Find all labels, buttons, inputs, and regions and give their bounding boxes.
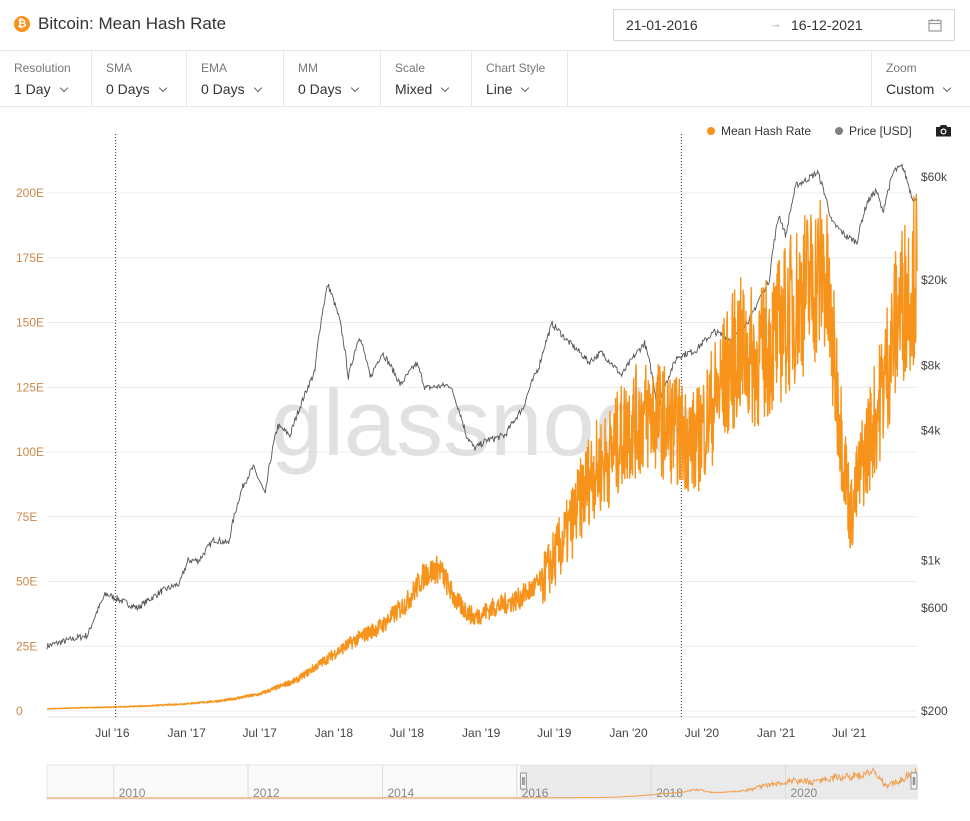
y-right-tick-label: $600 — [921, 601, 948, 615]
navigator-tick-label: 2010 — [119, 786, 146, 800]
navigator-series-line — [46, 767, 918, 799]
calendar-icon[interactable] — [928, 18, 942, 32]
resolution-label: Resolution — [14, 61, 71, 75]
date-range-picker[interactable]: 21-01-2016 → 16-12-2021 — [613, 9, 955, 41]
mm-dropdown[interactable]: MM 0 Days — [284, 51, 381, 107]
legend-dot-price — [835, 127, 843, 135]
x-tick-label: Jan '18 — [315, 726, 354, 740]
series-layer — [46, 162, 918, 710]
chart-style-value: Line — [486, 81, 513, 97]
y-left-tick-label: 175E — [16, 251, 44, 265]
mm-value: 0 Days — [298, 81, 342, 97]
y-right-tick-label: $4k — [921, 424, 941, 438]
sma-label: SMA — [106, 61, 133, 75]
y-right-tick-label: $1k — [921, 553, 941, 567]
y-left-tick-label: 0 — [16, 704, 23, 718]
resolution-dropdown[interactable]: Resolution 1 Day — [0, 51, 92, 107]
camera-icon[interactable] — [935, 124, 952, 137]
legend-dot-hash-rate — [707, 127, 715, 135]
y-right-tick-label: $8k — [921, 359, 941, 373]
ema-value: 0 Days — [201, 81, 245, 97]
scale-label: Scale — [395, 61, 426, 75]
y-left-tick-label: 100E — [16, 445, 44, 459]
page-title: Bitcoin: Mean Hash Rate — [38, 14, 227, 33]
chart-style-dropdown[interactable]: Chart Style Line — [472, 51, 568, 107]
sma-dropdown[interactable]: SMA 0 Days — [92, 51, 187, 107]
navigator-tick-label: 2020 — [790, 786, 817, 800]
legend-item-mean-hash-rate[interactable]: Mean Hash Rate — [707, 124, 811, 138]
x-tick-label: Jan '17 — [167, 726, 206, 740]
x-tick-label: Jul '16 — [95, 726, 130, 740]
y-left-tick-label: 25E — [16, 639, 37, 653]
navigator-tick-label: 2016 — [522, 786, 549, 800]
chart-style-label: Chart Style — [486, 61, 546, 75]
header: ₿ Bitcoin: Mean Hash Rate 21-01-2016 → 1… — [0, 0, 970, 50]
y-right-tick-label: $20k — [921, 273, 948, 287]
series-line-price — [46, 162, 918, 650]
y-left-tick-label: 125E — [16, 380, 44, 394]
x-tick-label: Jan '20 — [609, 726, 648, 740]
series-line-mean-hash-rate — [46, 193, 918, 710]
sma-value: 0 Days — [106, 81, 150, 97]
y-left-tick-label: 75E — [16, 510, 37, 524]
navigator-selection — [520, 765, 917, 799]
navigator-handle-left[interactable] — [519, 772, 527, 790]
scale-dropdown[interactable]: Scale Mixed — [381, 51, 472, 107]
legend-label: Price [USD] — [849, 124, 912, 138]
ema-label: EMA — [201, 61, 228, 75]
y-left-tick-label: 150E — [16, 316, 44, 330]
bitcoin-icon: ₿ — [14, 16, 30, 32]
navigator-tick-label: 2014 — [387, 786, 414, 800]
y-left-tick-label: 200E — [16, 186, 44, 200]
y-axis-right: $200 $600 $1k $4k $8k $20k $60k — [921, 170, 948, 718]
navigator-tick-label: 2012 — [253, 786, 280, 800]
x-tick-label: Jan '19 — [462, 726, 501, 740]
y-right-tick-label: $60k — [921, 170, 948, 184]
legend-item-price[interactable]: Price [USD] — [835, 124, 912, 138]
date-end-field[interactable]: 16-12-2021 — [791, 17, 863, 33]
x-tick-label: Jul '19 — [537, 726, 572, 740]
resolution-value: 1 Day — [14, 81, 51, 97]
y-right-tick-label: $200 — [921, 704, 948, 718]
x-tick-label: Jul '17 — [243, 726, 278, 740]
y-axis-left: 0 25E 50E 75E 100E 125E 150E 175E 200E — [16, 186, 44, 718]
ema-dropdown[interactable]: EMA 0 Days — [187, 51, 284, 107]
date-start-field[interactable]: 21-01-2016 — [626, 17, 698, 33]
zoom-dropdown[interactable]: Zoom Custom — [871, 51, 970, 107]
mm-label: MM — [298, 61, 318, 75]
x-tick-label: Jul '20 — [685, 726, 720, 740]
y-left-tick-label: 50E — [16, 575, 37, 589]
zoom-value: Custom — [886, 81, 935, 97]
x-axis: Jul '16 Jan '17 Jul '17 Jan '18 Jul '18 Jan '… — [95, 726, 866, 740]
x-tick-label: Jul '21 — [832, 726, 867, 740]
legend-label: Mean Hash Rate — [721, 124, 812, 138]
navigator[interactable]: 2010 2012 2014 2016 2018 2020 — [46, 764, 918, 800]
x-tick-label: Jul '18 — [390, 726, 425, 740]
scale-value: Mixed — [395, 81, 433, 97]
arrow-right-icon: → — [769, 16, 782, 31]
chart-toolbar: Resolution 1 Day SMA 0 Days EMA 0 Days M… — [0, 50, 970, 107]
x-tick-label: Jan '21 — [757, 726, 796, 740]
navigator-handle-right[interactable] — [910, 772, 918, 790]
zoom-label: Zoom — [886, 61, 917, 75]
